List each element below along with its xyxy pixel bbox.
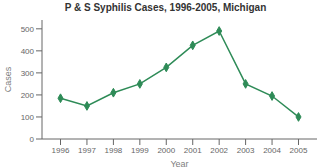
svg-text:2002: 2002 <box>210 146 228 155</box>
svg-text:0: 0 <box>30 135 35 144</box>
svg-text:300: 300 <box>21 69 35 78</box>
svg-text:2005: 2005 <box>290 146 308 155</box>
svg-text:100: 100 <box>21 113 35 122</box>
html-text:P & S Syphilis Cases, 1996-200: P & S Syphilis Cases, 1996-2005, Michiga… <box>64 2 267 13</box>
svg-text:1999: 1999 <box>131 146 149 155</box>
svg-text:1998: 1998 <box>104 146 122 155</box>
svg-text:2003: 2003 <box>237 146 255 155</box>
svg-text:Year: Year <box>170 159 188 167</box>
svg-text:200: 200 <box>21 91 35 100</box>
svg-text:1997: 1997 <box>78 146 96 155</box>
svg-text:400: 400 <box>21 47 35 56</box>
svg-text:2000: 2000 <box>157 146 175 155</box>
svg-text:Cases: Cases <box>8 66 13 92</box>
svg-text:500: 500 <box>21 25 35 34</box>
svg-text:2004: 2004 <box>263 146 281 155</box>
svg-text:2001: 2001 <box>184 146 202 155</box>
svg-text:1996: 1996 <box>52 146 70 155</box>
